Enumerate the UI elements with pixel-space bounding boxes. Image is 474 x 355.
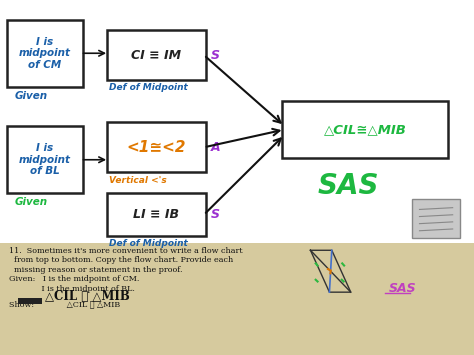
Text: S: S	[211, 49, 220, 61]
FancyBboxPatch shape	[7, 20, 83, 87]
Text: I is
midpoint
of CM: I is midpoint of CM	[19, 37, 71, 70]
Text: missing reason or statement in the proof.: missing reason or statement in the proof…	[14, 266, 182, 274]
Text: <1≅<2: <1≅<2	[127, 140, 186, 155]
Text: from top to bottom. Copy the flow chart. Provide each: from top to bottom. Copy the flow chart.…	[14, 256, 234, 264]
Text: Def of Midpoint: Def of Midpoint	[109, 83, 188, 92]
Bar	[18, 298, 42, 304]
Text: Given: Given	[14, 91, 47, 100]
Text: 11.  Sometimes it's more convenient to write a flow chart: 11. Sometimes it's more convenient to wr…	[9, 247, 242, 255]
Text: S: S	[211, 208, 220, 221]
Text: Vertical <'s: Vertical <'s	[109, 176, 167, 185]
Text: Def of Midpoint: Def of Midpoint	[109, 239, 188, 248]
FancyBboxPatch shape	[282, 101, 448, 158]
Text: LI ≡ IB: LI ≡ IB	[133, 208, 180, 221]
Text: △CIL ≅ △MIB: △CIL ≅ △MIB	[45, 290, 130, 303]
FancyBboxPatch shape	[107, 122, 206, 172]
FancyBboxPatch shape	[412, 199, 460, 238]
Text: Given: Given	[14, 197, 47, 207]
Text: Given:   I is the midpoint of CM.: Given: I is the midpoint of CM.	[9, 275, 139, 284]
Text: △CIL≅△MIB: △CIL≅△MIB	[324, 123, 406, 136]
FancyBboxPatch shape	[7, 126, 83, 193]
Text: I is
midpoint
of BL: I is midpoint of BL	[19, 143, 71, 176]
Text: Show:             △CIL ≅ △MIB: Show: △CIL ≅ △MIB	[9, 300, 120, 308]
Text: I is the midpoint of BL.: I is the midpoint of BL.	[14, 285, 135, 293]
Text: SAS: SAS	[318, 173, 379, 200]
Text: A: A	[211, 141, 220, 154]
FancyBboxPatch shape	[107, 30, 206, 80]
FancyBboxPatch shape	[107, 193, 206, 236]
Text: CI ≡ IM: CI ≡ IM	[131, 49, 182, 61]
Bar	[0, 243, 474, 355]
Text: SAS: SAS	[389, 282, 416, 295]
